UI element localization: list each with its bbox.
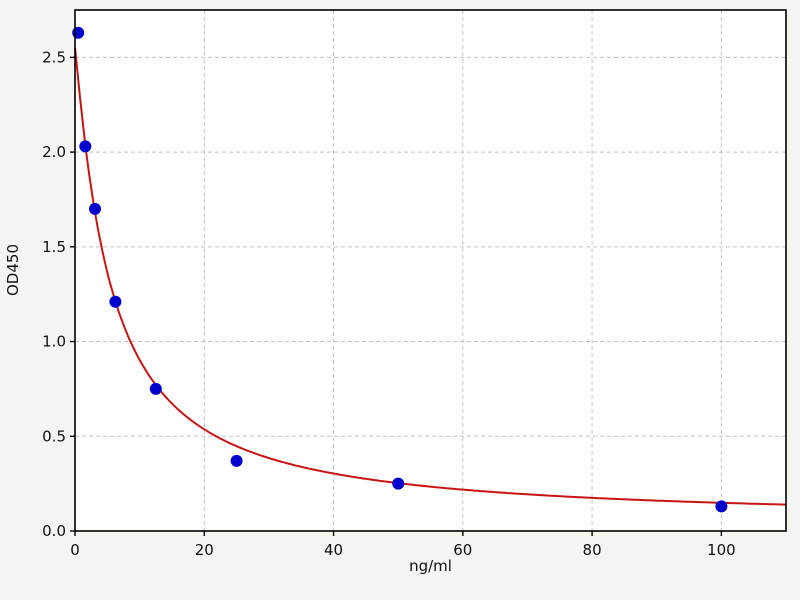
data-point <box>392 477 405 490</box>
x-tick-label: 0 <box>70 541 80 559</box>
y-tick-label: 2.0 <box>42 143 66 161</box>
y-tick-label: 0.0 <box>42 522 66 540</box>
y-axis-ticks: 0.0 0.5 1.0 1.5 2.0 2.5 <box>42 48 75 540</box>
x-axis-label: ng/ml <box>409 557 452 575</box>
data-point <box>72 26 85 39</box>
plot-area <box>75 10 786 531</box>
fit-curve <box>74 47 786 506</box>
data-point <box>715 500 728 513</box>
y-tick-label: 1.0 <box>42 333 66 351</box>
data-point <box>109 295 122 308</box>
x-tick-label: 60 <box>453 541 472 559</box>
x-tick-label: 80 <box>583 541 602 559</box>
y-tick-label: 0.5 <box>42 427 66 445</box>
data-point <box>230 454 243 467</box>
axes-box <box>74 9 787 532</box>
x-tick-label: 100 <box>707 541 736 559</box>
x-tick-label: 20 <box>195 541 214 559</box>
y-axis-label: OD450 <box>4 244 22 296</box>
data-point <box>89 202 101 215</box>
x-tick-label: 40 <box>324 541 343 559</box>
y-tick-label: 1.5 <box>42 238 66 256</box>
gridlines <box>75 10 786 531</box>
data-point <box>79 140 92 153</box>
data-point <box>149 382 162 395</box>
y-tick-label: 2.5 <box>42 48 66 66</box>
x-axis-ticks: 0 20 40 60 80 100 <box>70 531 736 559</box>
data-points <box>72 26 728 513</box>
